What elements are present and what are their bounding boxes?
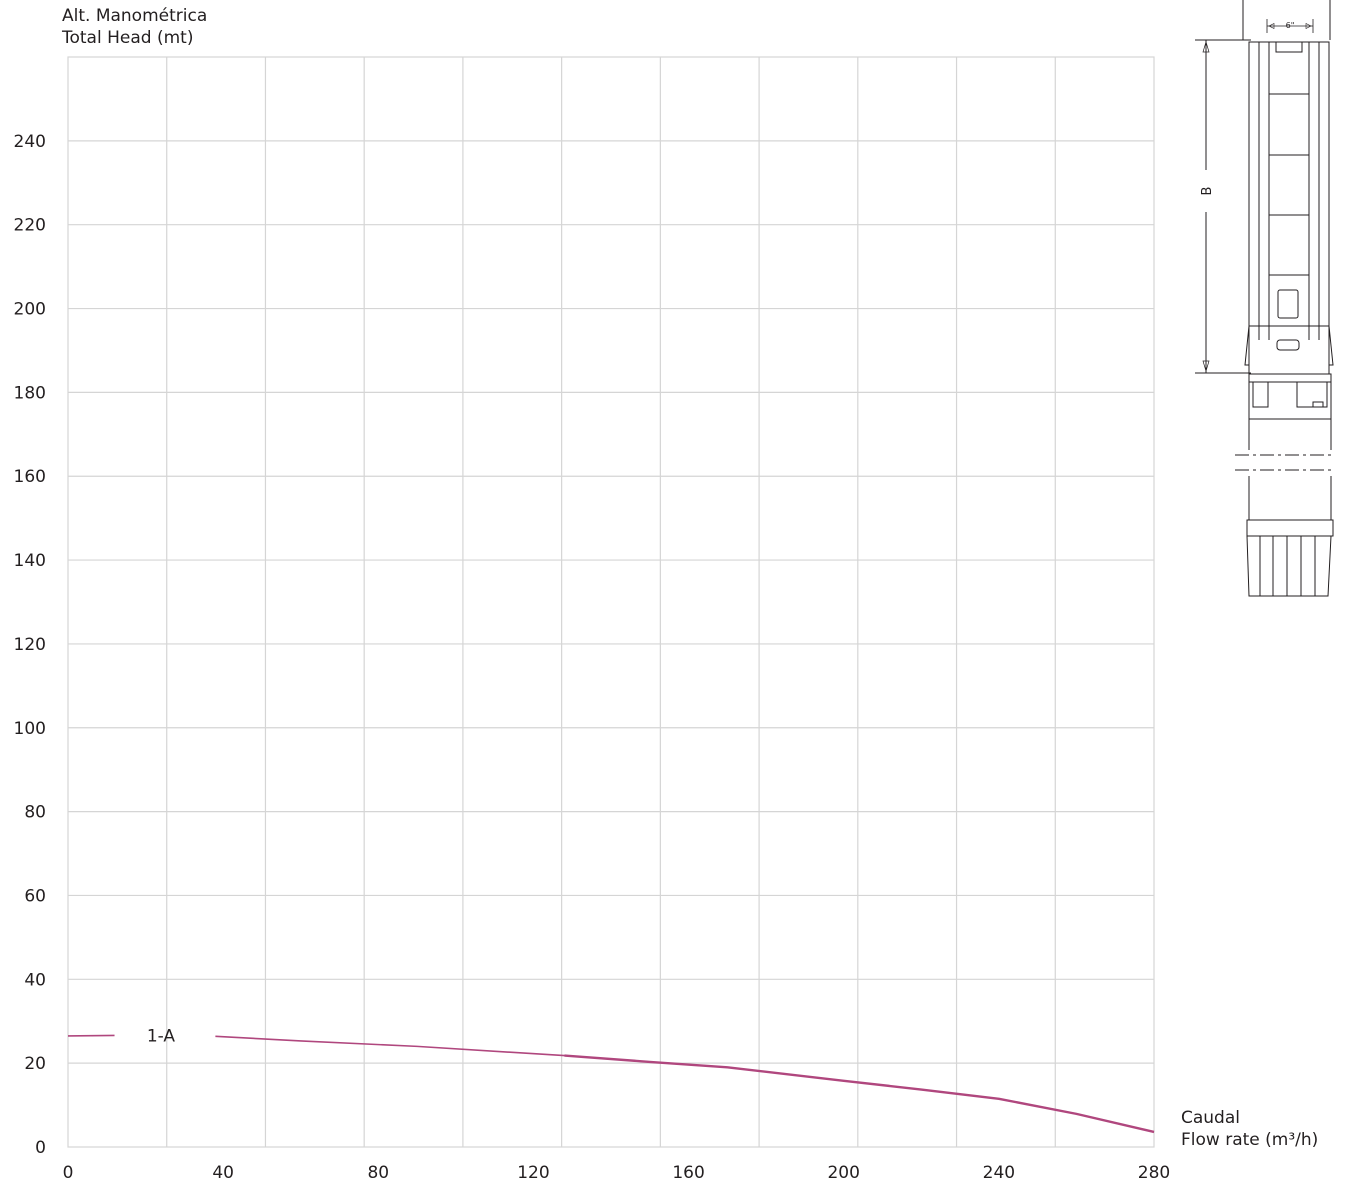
x-tick-label: 120	[517, 1163, 549, 1183]
x-tick-label: 200	[827, 1163, 859, 1183]
y-tick-label: 40	[24, 970, 46, 990]
series-labels: 1-A	[147, 1026, 176, 1046]
series-line-1-a-segment	[215, 1035, 1155, 1133]
x-tick-label: 40	[212, 1163, 234, 1183]
y-tick-label: 20	[24, 1054, 46, 1074]
x-axis-title-line1: Caudal	[1181, 1108, 1240, 1128]
series-label: 1-A	[147, 1026, 176, 1046]
data-series	[67, 1034, 1155, 1134]
y-tick-label: 180	[14, 383, 46, 403]
x-tick-label: 0	[63, 1163, 74, 1183]
y-tick-label: 0	[35, 1138, 46, 1158]
y-tick-label: 220	[14, 216, 46, 236]
y-axis-title: Alt. Manométrica Total Head (mt)	[62, 5, 207, 49]
y-tick-label: 140	[14, 551, 46, 571]
y-tick-label: 200	[14, 300, 46, 320]
y-axis-title-line1: Alt. Manométrica	[62, 6, 208, 26]
y-tick-label: 240	[14, 132, 46, 152]
tick-labels: 0 20 40 60 80 100 120 140 160 180 200 220 240 0 40 80 12…	[14, 132, 1171, 1183]
x-tick-label: 80	[367, 1163, 389, 1183]
dimension-b-label: B	[1200, 187, 1215, 196]
y-tick-label: 120	[14, 635, 46, 655]
y-axis-title-line2: Total Head (mt)	[62, 28, 194, 48]
x-tick-label: 280	[1138, 1163, 1170, 1183]
y-tick-label: 160	[14, 467, 46, 487]
x-tick-label: 160	[672, 1163, 704, 1183]
x-tick-label: 240	[983, 1163, 1015, 1183]
plot-border	[67, 56, 1155, 1148]
y-tick-label: 80	[24, 803, 46, 823]
y-tick-label: 60	[24, 886, 46, 906]
series-line-1-a-range	[564, 1054, 1155, 1134]
x-axis-title-line2: Flow rate (m³/h)	[1181, 1130, 1319, 1150]
x-axis-title: Caudal Flow rate (m³/h)	[1181, 1107, 1318, 1151]
pump-schematic: 6" B	[1195, 0, 1335, 597]
pipe-size-label: 6"	[1286, 21, 1295, 30]
grid-lines	[67, 56, 1155, 1148]
y-tick-label: 100	[14, 719, 46, 739]
